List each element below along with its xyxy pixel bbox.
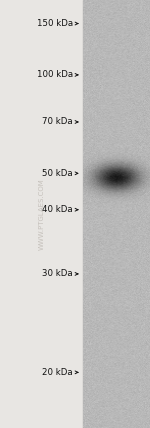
Bar xyxy=(83,0,150,428)
Text: 20 kDa: 20 kDa xyxy=(42,368,73,377)
Bar xyxy=(0,0,83,428)
Text: 40 kDa: 40 kDa xyxy=(42,205,73,214)
Text: 70 kDa: 70 kDa xyxy=(42,117,73,127)
Text: 100 kDa: 100 kDa xyxy=(37,70,73,80)
Text: 30 kDa: 30 kDa xyxy=(42,269,73,279)
Text: 50 kDa: 50 kDa xyxy=(42,169,73,178)
Text: 150 kDa: 150 kDa xyxy=(37,19,73,28)
Text: WWW.PTGLAES.COM: WWW.PTGLAES.COM xyxy=(39,178,45,250)
